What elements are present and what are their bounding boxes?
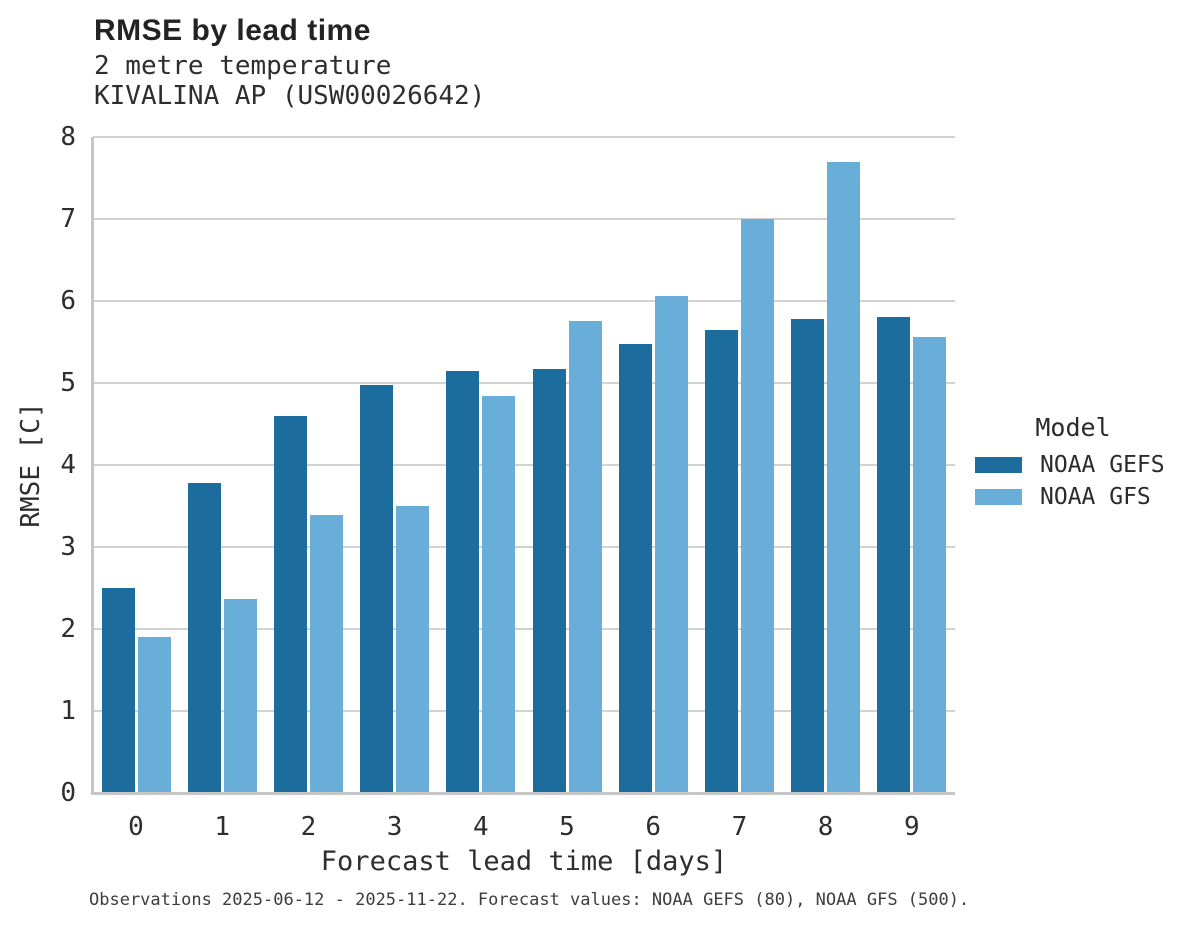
legend-label: NOAA GFS	[1040, 484, 1151, 510]
y-tick-label-5: 5	[60, 368, 76, 398]
bar-noaa-gfs-lead-2	[310, 515, 343, 793]
legend-title: Model	[1035, 413, 1111, 442]
bar-noaa-gfs-lead-4	[482, 396, 515, 793]
y-tick-label-2: 2	[60, 614, 76, 644]
chart-subtitle-station: KIVALINA AP (USW00026642)	[94, 81, 486, 111]
gridline-y-3	[93, 546, 955, 548]
legend-item-noaa-gfs: NOAA GFS	[975, 481, 1165, 513]
y-axis-line	[91, 137, 94, 795]
x-tick-label-3: 3	[386, 812, 403, 842]
bar-noaa-gefs-lead-4	[446, 371, 479, 793]
x-axis-title: Forecast lead time [days]	[320, 846, 728, 877]
legend: NOAA GEFS NOAA GFS	[975, 449, 1165, 513]
y-tick-label-0: 0	[60, 778, 76, 808]
plot-area	[93, 136, 955, 793]
gridline-y-2	[93, 628, 955, 630]
bar-noaa-gfs-lead-0	[138, 637, 171, 793]
x-axis-line	[91, 792, 955, 795]
bar-noaa-gfs-lead-1	[224, 599, 257, 793]
gridline-y-7	[93, 218, 955, 220]
gridline-y-6	[93, 300, 955, 302]
x-tick-label-7: 7	[731, 812, 748, 842]
gridline-y-1	[93, 710, 955, 712]
bar-noaa-gefs-lead-2	[274, 416, 307, 793]
bar-noaa-gfs-lead-5	[569, 321, 602, 793]
bar-noaa-gefs-lead-6	[619, 344, 652, 793]
x-tick-label-1: 1	[214, 812, 231, 842]
chart-title: RMSE by lead time	[94, 14, 371, 47]
bar-noaa-gefs-lead-3	[360, 385, 393, 793]
bar-noaa-gfs-lead-9	[913, 337, 946, 793]
legend-swatch-noaa-gefs	[975, 457, 1022, 473]
bar-noaa-gfs-lead-7	[741, 219, 774, 793]
bar-noaa-gefs-lead-9	[877, 317, 910, 793]
legend-label: NOAA GEFS	[1040, 452, 1165, 478]
gridline-y-8	[93, 136, 955, 138]
bar-noaa-gfs-lead-3	[396, 506, 429, 793]
x-tick-label-0: 0	[128, 812, 144, 842]
bar-noaa-gefs-lead-1	[188, 483, 221, 793]
bar-noaa-gfs-lead-8	[827, 162, 860, 793]
y-tick-label-3: 3	[60, 532, 76, 562]
y-axis-title: RMSE [C]	[16, 402, 46, 528]
gridline-y-4	[93, 464, 955, 466]
bar-noaa-gefs-lead-0	[102, 588, 135, 793]
x-tick-label-2: 2	[300, 812, 317, 842]
y-tick-label-8: 8	[60, 122, 76, 152]
chart-subtitle-variable: 2 metre temperature	[94, 51, 392, 81]
x-tick-label-8: 8	[817, 812, 834, 842]
x-tick-label-6: 6	[645, 812, 662, 842]
bar-noaa-gefs-lead-8	[791, 319, 824, 793]
footer-note: Observations 2025-06-12 - 2025-11-22. Fo…	[89, 890, 970, 910]
x-tick-label-9: 9	[903, 812, 920, 842]
x-tick-label-5: 5	[559, 812, 575, 842]
y-tick-label-7: 7	[60, 204, 76, 234]
y-tick-label-1: 1	[60, 696, 76, 726]
bar-noaa-gfs-lead-6	[655, 296, 688, 793]
y-tick-label-4: 4	[60, 450, 76, 480]
y-tick-label-6: 6	[60, 286, 76, 316]
x-tick-label-4: 4	[472, 812, 489, 842]
legend-swatch-noaa-gfs	[975, 489, 1022, 505]
gridline-y-5	[93, 382, 955, 384]
bar-noaa-gefs-lead-5	[533, 369, 566, 793]
legend-item-noaa-gefs: NOAA GEFS	[975, 449, 1165, 481]
bar-noaa-gefs-lead-7	[705, 330, 738, 793]
